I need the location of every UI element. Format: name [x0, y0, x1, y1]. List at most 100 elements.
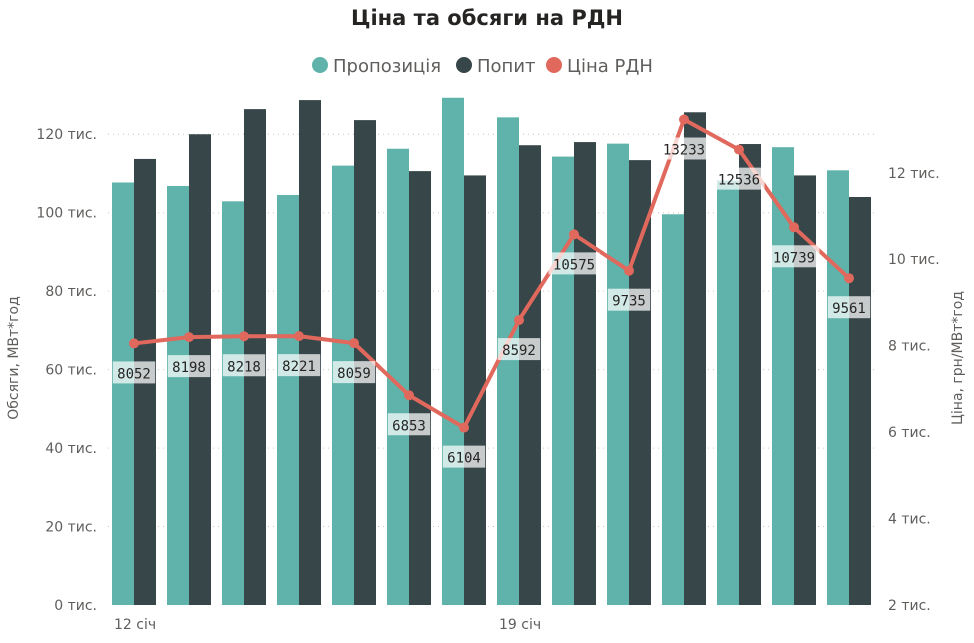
- legend-label-price: Ціна РДН: [567, 56, 653, 77]
- y-right-tick-label: 8 тис.: [888, 339, 931, 355]
- y-right-tick-label: 12 тис.: [888, 166, 940, 182]
- y-axis-left-title: Обсяги, МВт*год: [6, 296, 22, 420]
- price-point[interactable]: [844, 273, 854, 284]
- price-data-label: 8052: [117, 366, 151, 382]
- price-point[interactable]: [789, 222, 799, 233]
- y-left-tick-label: 100 тис.: [36, 206, 97, 222]
- price-point[interactable]: [294, 331, 304, 342]
- price-point[interactable]: [349, 338, 359, 349]
- bar-supply[interactable]: [827, 170, 849, 606]
- bar-demand[interactable]: [519, 145, 541, 605]
- price-data-label-bg: [112, 361, 156, 384]
- price-data-label: 12536: [718, 173, 760, 189]
- bar-demand[interactable]: [794, 175, 816, 605]
- y-left-tick-label: 20 тис.: [45, 520, 97, 536]
- price-point[interactable]: [679, 114, 689, 125]
- bar-supply[interactable]: [222, 201, 244, 606]
- bar-demand[interactable]: [849, 197, 871, 605]
- bar-supply[interactable]: [277, 195, 299, 606]
- y-right-tick-label: 6 тис.: [888, 425, 931, 441]
- bar-supply[interactable]: [497, 117, 519, 605]
- price-data-label: 8198: [172, 360, 206, 376]
- legend-swatch-demand: [456, 57, 472, 73]
- legend-label-demand: Попит: [477, 56, 536, 77]
- price-point[interactable]: [239, 331, 249, 342]
- price-data-label: 6104: [447, 451, 481, 467]
- chart-legend[interactable]: Пропозиція Попит Ціна РДН: [312, 56, 653, 77]
- price-point[interactable]: [514, 315, 524, 326]
- y-left-tick-label: 0 тис.: [54, 598, 97, 614]
- y-left-tick-label: 60 тис.: [45, 363, 97, 379]
- price-data-label-bg: [607, 288, 651, 311]
- y-left-tick-label: 40 тис.: [45, 441, 97, 457]
- price-point[interactable]: [184, 332, 194, 343]
- bar-demand[interactable]: [409, 171, 431, 605]
- price-data-label: 6853: [392, 418, 426, 434]
- bar-supply[interactable]: [167, 186, 189, 605]
- price-data-label-bg: [332, 361, 376, 384]
- price-point[interactable]: [734, 144, 744, 155]
- legend-item-demand[interactable]: Попит: [456, 56, 536, 77]
- bar-demand[interactable]: [299, 100, 321, 605]
- price-data-label-bg: [548, 252, 600, 275]
- bar-demand[interactable]: [464, 175, 486, 605]
- price-data-label-bg: [442, 445, 486, 468]
- price-line-series[interactable]: [129, 114, 854, 433]
- price-data-label: 8059: [337, 366, 371, 382]
- price-data-label-bg: [222, 354, 266, 377]
- x-tick-label: 12 січ: [114, 617, 156, 633]
- y-left-tick-label: 120 тис.: [36, 127, 97, 143]
- price-data-label-bg: [387, 413, 431, 436]
- bar-demand[interactable]: [684, 112, 706, 605]
- y-right-tick-label: 4 тис.: [888, 512, 931, 528]
- y-axis-left-ticks: 0 тис. 20 тис. 40 тис. 60 тис. 80 тис. 100 ти…: [36, 127, 97, 614]
- bar-supply[interactable]: [607, 143, 629, 605]
- price-data-label: 8218: [227, 359, 261, 375]
- price-point[interactable]: [624, 265, 634, 276]
- price-data-label: 9735: [612, 294, 646, 310]
- bar-supply[interactable]: [387, 148, 409, 605]
- price-data-label: 10739: [773, 250, 815, 266]
- price-point[interactable]: [129, 338, 139, 349]
- bar-supply[interactable]: [662, 214, 684, 605]
- price-data-label: 8221: [282, 359, 316, 375]
- price-data-label-bg: [277, 354, 321, 377]
- price-data-label-bg: [167, 355, 211, 378]
- price-data-labels: 8052 8198 8218 8221 8059 6853 6104 8592 10575 973…: [112, 137, 871, 468]
- bar-supply[interactable]: [442, 97, 464, 605]
- x-axis-ticks: 12 січ 19 січ: [114, 617, 541, 633]
- y-right-tick-label: 2 тис.: [888, 598, 931, 614]
- legend-swatch-supply: [312, 57, 328, 73]
- y-axis-right-ticks: 2 тис. 4 тис. 6 тис. 8 тис. 10 тис. 12 тис.: [888, 166, 940, 614]
- bar-supply[interactable]: [772, 147, 794, 605]
- price-data-label: 10575: [553, 257, 595, 273]
- bar-supply[interactable]: [332, 165, 354, 605]
- price-data-label: 13233: [663, 143, 705, 159]
- price-point[interactable]: [404, 390, 414, 401]
- bar-series[interactable]: [112, 97, 871, 606]
- legend-item-supply[interactable]: Пропозиція: [312, 56, 441, 77]
- y-right-tick-label: 10 тис.: [888, 252, 940, 268]
- price-data-label-bg: [827, 296, 871, 319]
- price-data-label: 9561: [832, 301, 866, 317]
- bar-supply[interactable]: [552, 156, 574, 606]
- price-data-label: 8592: [502, 343, 536, 359]
- price-line[interactable]: [132, 117, 851, 430]
- y-left-tick-label: 80 тис.: [45, 284, 97, 300]
- x-tick-label: 19 січ: [499, 617, 541, 633]
- price-point[interactable]: [569, 229, 579, 240]
- legend-item-price[interactable]: Ціна РДН: [546, 56, 653, 77]
- bar-demand[interactable]: [629, 160, 651, 605]
- legend-swatch-price: [546, 57, 562, 73]
- chart-title: Ціна та обсяги на РДН: [351, 6, 623, 30]
- price-data-label-bg: [658, 137, 710, 160]
- bar-demand[interactable]: [739, 144, 761, 606]
- price-data-label-bg: [768, 245, 820, 268]
- price-data-label-bg: [713, 167, 765, 190]
- bar-supply[interactable]: [717, 180, 739, 605]
- bar-supply[interactable]: [112, 182, 134, 605]
- price-point[interactable]: [459, 422, 469, 433]
- legend-label-supply: Пропозиція: [333, 56, 441, 77]
- bar-demand[interactable]: [574, 142, 596, 606]
